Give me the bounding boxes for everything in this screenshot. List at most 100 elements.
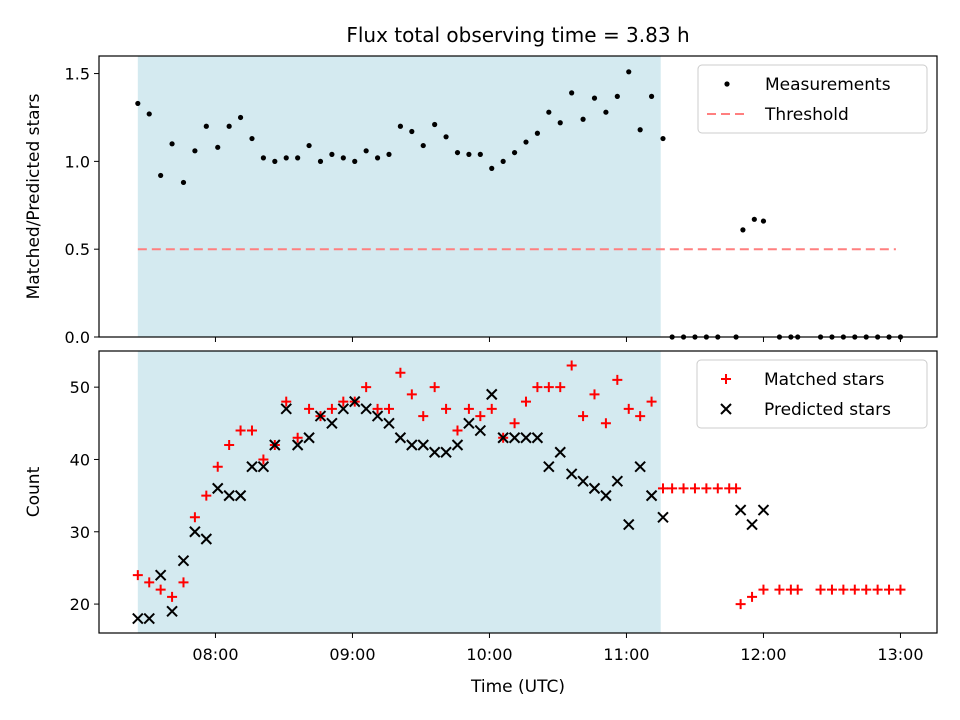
matched-star-point [689,483,700,494]
measurement-point [511,149,518,156]
matched-star-point [326,403,337,414]
shaded-observing-window [137,56,661,337]
matched-star-point [429,382,440,393]
predicted-star-point [451,439,464,451]
matched-star-point [646,396,657,407]
matched-star-point [201,490,212,501]
matched-star-point [155,584,166,595]
y-axis-label: Matched/Predicted stars [24,93,44,299]
matched-star-point [667,483,678,494]
matched-star-point [600,418,611,429]
predicted-star-point [303,432,315,444]
predicted-star-point [383,417,395,430]
measurement-point [146,111,152,117]
predicted-star-point [463,417,475,430]
predicted-star-point [349,395,361,408]
measurement-point [169,141,175,147]
measurement-point [466,151,472,157]
matched-star-point [678,483,689,494]
matched-star-point [815,584,826,595]
y-tick-label: 20 [70,595,90,614]
matched-star-point [589,389,600,400]
matched-star-point [895,584,906,595]
predicted-star-point [657,511,669,524]
matched-star-point [543,382,554,393]
predicted-star-point [223,489,235,502]
matched-star-point [566,360,577,371]
measurement-point [454,149,461,156]
matched-star-point [701,483,712,494]
matched-star-point [792,584,803,595]
matched-star-point [338,396,349,407]
measurement-point [569,90,575,96]
predicted-star-point [623,518,635,531]
y-tick-label: 30 [70,523,90,542]
matched-star-point [212,461,223,472]
predicted-star-point [734,504,747,516]
measurement-point [397,123,404,129]
matched-star-point [872,584,883,595]
predicted-star-point [314,410,327,422]
measurement-point [614,93,620,99]
measurement-point [386,151,392,157]
matched-star-point [167,591,178,602]
x-tick-label: 12:00 [740,645,786,664]
legend-label: Measurements [765,75,891,95]
matched-star-point [623,403,634,414]
y-tick-label: 50 [70,378,90,397]
y-tick-label: 1.0 [65,152,90,171]
predicted-star-point [269,439,281,451]
measurement-point [603,109,609,115]
predicted-star-point [337,403,350,415]
matched-star-point [612,374,623,385]
measurement-point [352,158,358,164]
measurement-point [489,165,495,171]
matched-star-point [475,411,486,422]
matched-star-point [361,382,372,393]
y-tick-label: 40 [70,450,90,469]
predicted-star-point [554,446,566,458]
predicted-star-point [280,403,292,415]
matched-star-point [441,403,452,414]
measurement-point [523,139,529,145]
predicted-star-point [132,612,144,625]
y-tick-label: 1.5 [65,65,90,84]
measurement-point [192,148,198,154]
x-tick-label: 09:00 [329,645,375,664]
matched-star-point [304,403,315,414]
measurement-point [409,128,415,135]
measurement-point [740,227,746,233]
predicted-star-point [234,489,247,502]
chart-title: Flux total observing time = 3.83 h [346,23,689,47]
y-tick-label: 0.0 [65,328,90,347]
measurement-point [546,109,552,115]
matched-star-point [132,570,143,581]
measurement-point [363,148,369,154]
matched-star-point [486,403,497,414]
measurement-point [557,120,563,126]
measurement-point [283,155,289,161]
measurement-point [477,151,483,157]
matched-star-point [395,367,406,378]
measurement-point [660,135,666,142]
predicted-star-point [394,432,407,444]
legend-predicted-swatch [720,403,732,415]
legend-box [696,359,928,429]
measurement-point [226,123,232,129]
predicted-star-point [634,460,646,473]
matched-star-point [406,389,417,400]
predicted-star-point [497,432,509,444]
matched-star-point [292,432,303,443]
predicted-star-point [189,526,201,538]
matched-star-point [372,403,383,414]
matched-star-point [861,584,872,595]
predicted-star-point [326,417,338,430]
predicted-star-point [588,482,601,495]
measurement-point [272,158,278,164]
predicted-star-point [757,504,770,516]
measurement-point [180,179,187,186]
measurement-point [432,121,438,128]
x-tick-label: 13:00 [877,645,923,664]
measurement-point [626,69,632,75]
predicted-star-point [531,432,544,444]
